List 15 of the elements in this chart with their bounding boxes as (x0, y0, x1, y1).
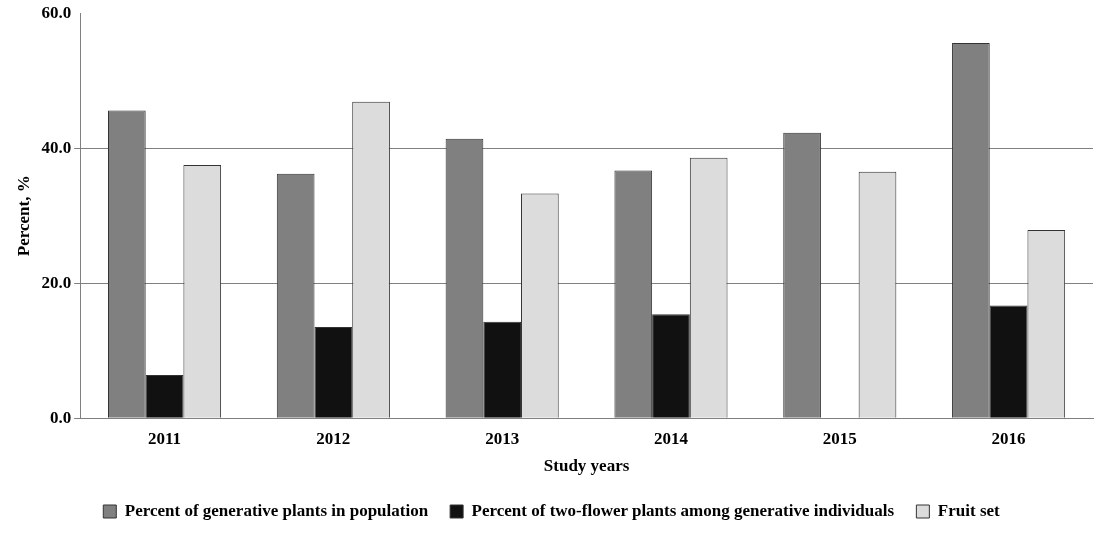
x-tick-label: 2016 (991, 428, 1026, 448)
y-tick-label: 60.0 (41, 2, 72, 22)
legend-label: Fruit set (937, 500, 1001, 520)
y-axis-title: Percent, % (13, 175, 33, 257)
legend-label: Percent of two-flower plants among generative individuals (471, 500, 895, 520)
x-axis-title: Study years (543, 456, 630, 476)
y-tick-label: 20.0 (41, 272, 72, 292)
x-tick-label: 2012 (316, 428, 351, 448)
y-tick-label: 40.0 (41, 137, 72, 157)
x-tick-label: 2015 (822, 428, 857, 448)
x-tick-label: 2011 (148, 428, 182, 448)
x-tick-label: 2013 (485, 428, 520, 448)
legend-label: Percent of generative plants in population (124, 500, 429, 520)
y-tick-label: 0.0 (49, 407, 72, 427)
x-tick-label: 2014 (653, 428, 689, 448)
